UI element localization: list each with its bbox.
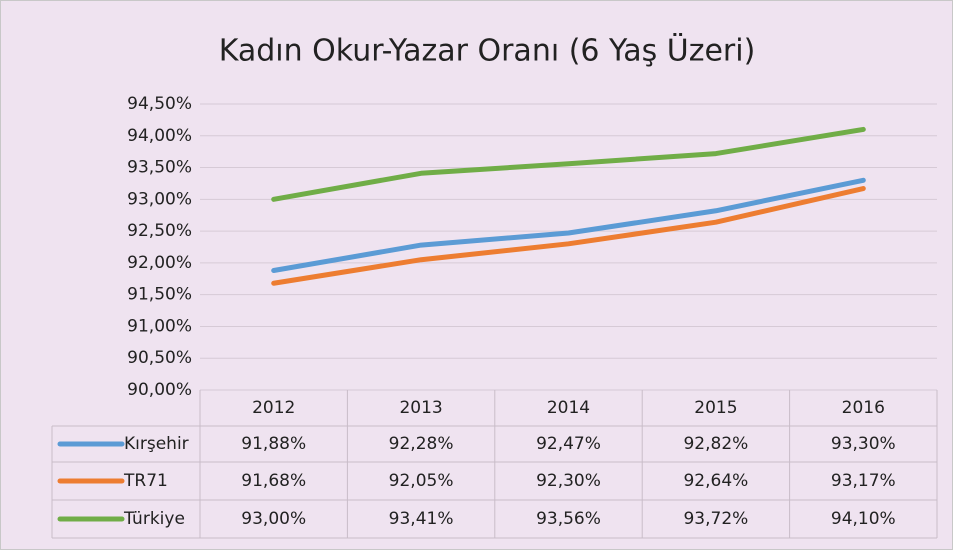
- y-tick-label: 93,50%: [127, 158, 192, 178]
- legend-label: Kırşehir: [124, 434, 189, 454]
- data-table-value: 92,30%: [536, 471, 601, 491]
- y-tick-label: 93,00%: [127, 189, 192, 209]
- series-line: [271, 126, 866, 202]
- y-tick-label: 91,50%: [127, 285, 192, 305]
- y-tick-label: 90,50%: [127, 348, 192, 368]
- data-table-value: 93,00%: [241, 509, 306, 529]
- data-table-value: 93,17%: [831, 471, 896, 491]
- y-tick-label: 92,50%: [127, 221, 192, 241]
- data-table-value: 93,30%: [831, 434, 896, 454]
- data-table-value: 92,64%: [683, 471, 748, 491]
- data-table-value: 93,72%: [683, 509, 748, 529]
- legend-label: Türkiye: [123, 509, 185, 529]
- x-tick-label: 2015: [694, 398, 737, 418]
- legend-label: TR71: [123, 471, 168, 491]
- series-line: [271, 177, 866, 274]
- data-table-value: 92,05%: [389, 471, 454, 491]
- x-tick-label: 2016: [842, 398, 885, 418]
- data-table-value: 91,68%: [241, 471, 306, 491]
- y-tick-label: 94,00%: [127, 126, 192, 146]
- y-tick-label: 94,50%: [127, 94, 192, 114]
- data-table-value: 92,47%: [536, 434, 601, 454]
- data-table-value: 92,28%: [389, 434, 454, 454]
- x-tick-label: 2013: [399, 398, 442, 418]
- series-line: [271, 186, 866, 286]
- chart-title: Kadın Okur-Yazar Oranı (6 Yaş Üzeri): [219, 33, 756, 69]
- data-table-value: 92,82%: [683, 434, 748, 454]
- x-tick-label: 2012: [252, 398, 295, 418]
- data-table-value: 94,10%: [831, 509, 896, 529]
- y-tick-label: 92,00%: [127, 253, 192, 273]
- data-table-value: 91,88%: [241, 434, 306, 454]
- y-tick-label: 90,00%: [127, 380, 192, 400]
- data-table-value: 93,56%: [536, 509, 601, 529]
- x-tick-label: 2014: [547, 398, 590, 418]
- y-tick-label: 91,00%: [127, 316, 192, 336]
- data-table-value: 93,41%: [389, 509, 454, 529]
